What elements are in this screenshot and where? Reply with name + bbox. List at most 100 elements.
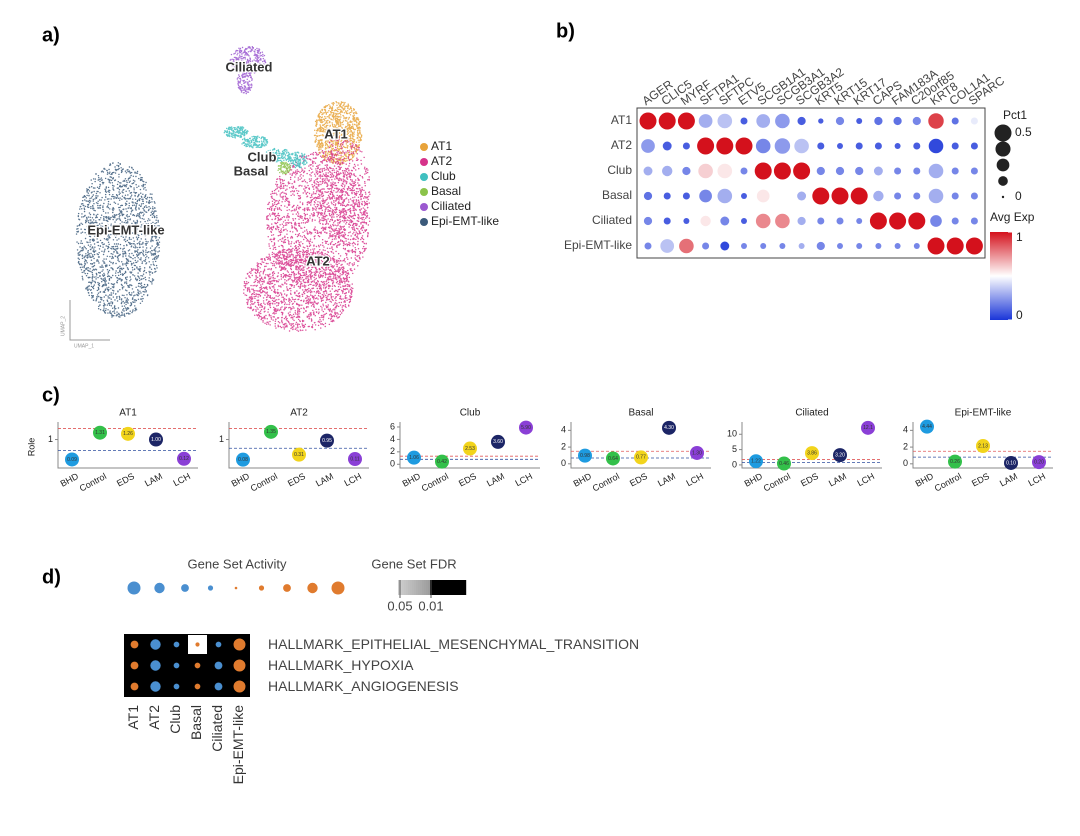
dot [793,162,811,180]
dot [835,166,845,176]
row-label: HALLMARK_ANGIOGENESIS [268,678,459,694]
row-label: HALLMARK_EPITHELIAL_MESENCHYMAL_TRANSITI… [268,636,639,652]
fdr-bar-step [454,580,457,595]
dot [913,167,921,175]
dot [717,188,733,204]
cluster-cloud [277,161,291,175]
grid-frame [124,634,250,697]
size-legend-dot [998,176,1008,186]
activity-dot [150,681,161,692]
activity-dot [214,682,223,691]
dot [662,165,673,177]
size-legend-label: 0.5 [1015,125,1032,139]
dot [682,192,690,200]
point-label: 1.35 [266,429,276,435]
point [407,450,421,465]
point [749,454,763,469]
legend-swatch [420,143,428,151]
color-legend-title: Avg Exp [990,210,1035,224]
dot [639,112,657,130]
point-label: 0.77 [636,455,646,461]
dot [773,162,791,180]
x-tick-label: BHD [743,471,765,489]
dot [946,237,964,255]
size-legend-title: Pct1 [1003,108,1027,122]
x-axis-label: UMAP_1 [74,343,94,349]
dot [970,192,978,200]
row-label: Basal [602,188,632,202]
y-tick-label: 1 [219,434,224,444]
dot [856,118,863,124]
fdr-bar-step [438,580,441,595]
dot [700,215,711,227]
cluster-cloud [229,46,267,95]
color-bar [990,232,1012,320]
dot [679,238,694,254]
dot [875,243,882,249]
activity-dot [195,642,200,647]
dot [837,143,843,149]
point [149,432,163,447]
point [463,441,477,456]
dot [641,139,655,153]
point-label: 0.31 [294,452,304,458]
x-tick-label: Control [249,471,279,493]
dot [913,192,921,200]
point-label: 0.20 [1034,459,1044,465]
dot [662,141,672,151]
point-label: 0.95 [322,438,332,444]
dot [797,191,807,201]
dot [683,218,690,224]
point [519,420,533,435]
y-tick-label: 2 [561,441,566,451]
facet-title: Club [460,408,481,419]
dot [776,190,789,202]
point-label: 0.11 [350,456,360,462]
point-label: 1.22 [751,459,761,465]
dot [951,142,959,150]
fdr-bar-step [398,580,401,595]
dot [756,114,771,128]
dot [894,243,901,249]
legend-swatch [420,188,428,196]
point-label: 4.44 [922,424,932,430]
activity-legend-dot [234,586,238,590]
dot [658,112,676,130]
dot [720,241,730,251]
color-tick-label: 0 [1016,308,1023,322]
dot [874,116,883,126]
x-tick-label: Control [420,471,450,493]
row-label: HALLMARK_HYPOXIA [268,657,414,673]
x-tick-label: EDS [799,471,820,489]
dot [928,113,944,129]
dot [927,237,945,255]
point [805,446,819,461]
dot [928,188,944,204]
size-legend-dot [994,124,1012,142]
point-label: 1.30 [692,450,702,456]
point [662,420,676,435]
point [578,448,592,463]
dot [741,243,747,249]
column-label: Epi-EMT-like [230,705,246,785]
dot [741,218,747,224]
x-tick-label: EDS [286,471,307,489]
dot [717,163,733,179]
dot [970,167,978,175]
dot [643,166,653,176]
cluster-label: Ciliated [226,59,273,74]
fdr-legend-title: Gene Set FDR [371,556,456,571]
fdr-bar-step [448,580,451,595]
cluster-cloud [243,134,371,332]
cluster-label: Epi-EMT-like [87,222,164,237]
x-tick-label: EDS [970,471,991,489]
dot [698,114,713,128]
dot [928,138,944,154]
point [976,439,990,454]
y-tick-label: 1 [48,434,53,444]
facet-axes [228,422,369,469]
y-tick-label: 0 [390,459,395,469]
y-tick-label: 0 [732,459,737,469]
dot [965,237,983,255]
